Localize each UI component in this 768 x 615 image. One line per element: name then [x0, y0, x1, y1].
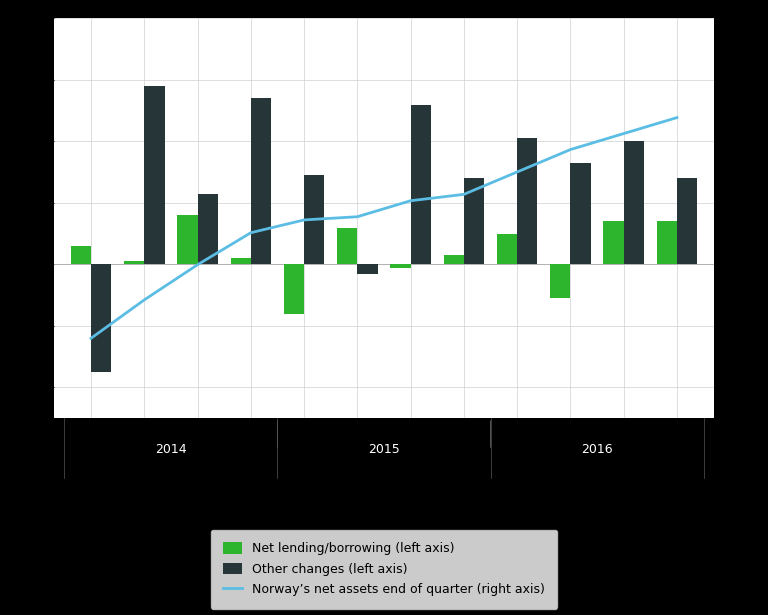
Bar — [677, 178, 697, 264]
Bar — [517, 138, 538, 264]
Bar — [390, 264, 411, 268]
Bar — [124, 261, 144, 264]
Norway’s net assets end of quarter (right axis) — [459, 191, 468, 198]
Bar — [444, 255, 464, 264]
Bar — [411, 105, 431, 264]
Bar — [550, 264, 571, 298]
Bar — [337, 228, 357, 264]
Bar — [197, 194, 218, 264]
Text: 2015: 2015 — [368, 443, 400, 456]
Bar — [144, 86, 164, 264]
Bar — [91, 264, 111, 372]
Bar — [230, 258, 251, 264]
Norway’s net assets end of quarter (right axis) — [300, 216, 309, 224]
Norway’s net assets end of quarter (right axis) — [193, 261, 202, 268]
Line: Norway’s net assets end of quarter (right axis): Norway’s net assets end of quarter (righ… — [91, 117, 677, 338]
Text: 2016: 2016 — [581, 443, 613, 456]
Bar — [604, 221, 624, 264]
Text: 2014: 2014 — [155, 443, 187, 456]
Bar — [304, 175, 324, 264]
Bar — [71, 246, 91, 264]
Norway’s net assets end of quarter (right axis) — [406, 197, 415, 204]
Bar — [624, 141, 644, 264]
Norway’s net assets end of quarter (right axis) — [140, 296, 149, 304]
Norway’s net assets end of quarter (right axis) — [566, 146, 575, 153]
Norway’s net assets end of quarter (right axis) — [619, 130, 628, 137]
Bar — [464, 178, 484, 264]
Norway’s net assets end of quarter (right axis) — [87, 335, 96, 342]
Bar — [177, 215, 197, 264]
Bar — [657, 221, 677, 264]
Bar — [284, 264, 304, 314]
Norway’s net assets end of quarter (right axis) — [353, 213, 362, 220]
Legend: Net lending/borrowing (left axis), Other changes (left axis), Norway’s net asset: Net lending/borrowing (left axis), Other… — [210, 530, 558, 609]
Bar — [497, 234, 517, 264]
Norway’s net assets end of quarter (right axis) — [247, 229, 256, 236]
Norway’s net assets end of quarter (right axis) — [512, 169, 521, 176]
Bar — [357, 264, 378, 274]
Norway’s net assets end of quarter (right axis) — [672, 114, 681, 121]
Bar — [251, 98, 271, 264]
Bar — [571, 163, 591, 264]
